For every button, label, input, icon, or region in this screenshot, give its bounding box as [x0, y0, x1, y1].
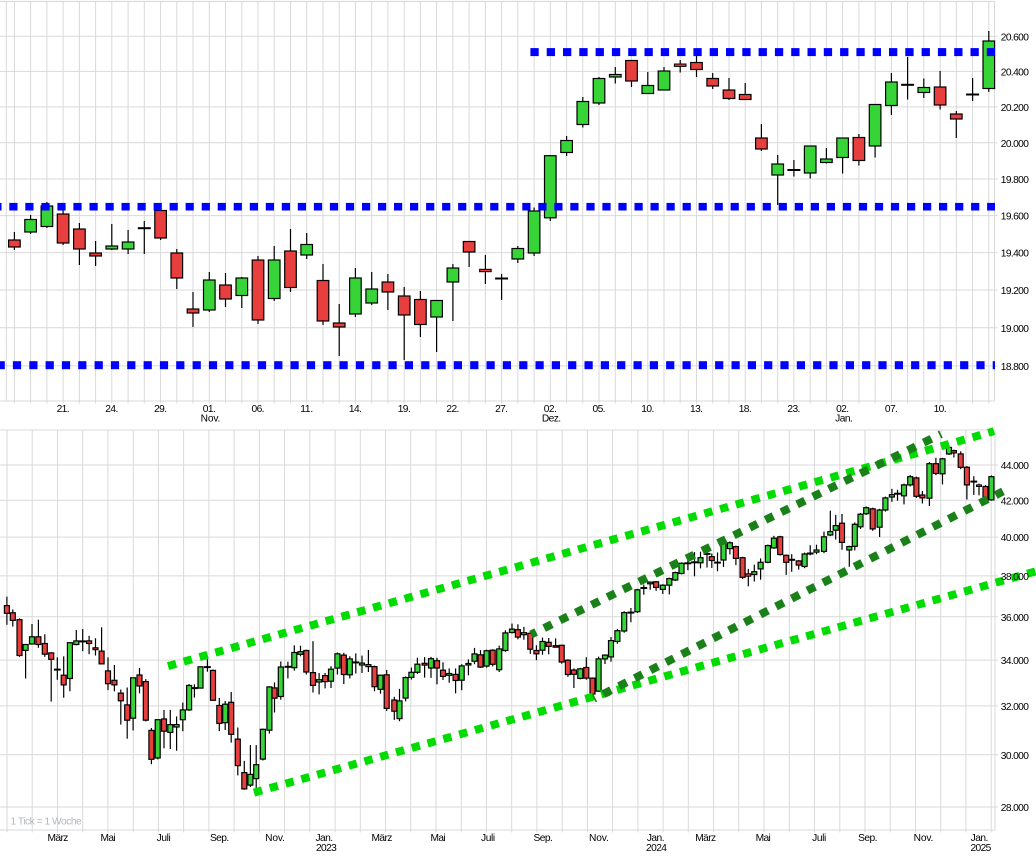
svg-text:38.000: 38.000: [1001, 572, 1029, 583]
svg-text:27.: 27.: [495, 404, 508, 415]
svg-text:13.: 13.: [690, 404, 703, 415]
svg-text:Nov.: Nov.: [201, 413, 221, 424]
svg-text:34.000: 34.000: [1001, 656, 1029, 667]
svg-text:29.: 29.: [154, 404, 167, 415]
svg-text:22.: 22.: [446, 404, 459, 415]
svg-text:24.: 24.: [105, 404, 118, 415]
svg-text:2023: 2023: [316, 843, 337, 854]
svg-text:20.200: 20.200: [1001, 103, 1029, 114]
svg-text:19.600: 19.600: [1001, 212, 1029, 223]
svg-text:Nov.: Nov.: [914, 833, 934, 844]
svg-text:18.: 18.: [739, 404, 752, 415]
svg-text:Jan.: Jan.: [315, 833, 333, 844]
svg-text:Nov.: Nov.: [589, 833, 609, 844]
svg-text:19.800: 19.800: [1001, 175, 1029, 186]
svg-text:Dez.: Dez.: [542, 413, 561, 424]
svg-text:März: März: [371, 833, 392, 844]
svg-text:2024: 2024: [646, 843, 667, 854]
svg-text:21.: 21.: [57, 404, 70, 415]
svg-text:Jan.: Jan.: [647, 833, 665, 844]
svg-text:Mai: Mai: [431, 833, 446, 844]
svg-text:Sep.: Sep.: [210, 833, 229, 844]
svg-text:Juli: Juli: [481, 833, 495, 844]
svg-text:06.: 06.: [252, 404, 265, 415]
svg-text:März: März: [695, 833, 716, 844]
svg-text:Jan.: Jan.: [835, 413, 853, 424]
svg-text:2025: 2025: [970, 843, 991, 854]
svg-text:32.000: 32.000: [1001, 702, 1029, 713]
svg-text:Nov.: Nov.: [265, 833, 285, 844]
svg-text:01.: 01.: [203, 404, 216, 415]
svg-text:Sep.: Sep.: [858, 833, 877, 844]
svg-text:07.: 07.: [885, 404, 898, 415]
svg-text:19.400: 19.400: [1001, 249, 1029, 260]
svg-text:23.: 23.: [787, 404, 800, 415]
svg-text:02.: 02.: [836, 404, 849, 415]
svg-text:05.: 05.: [593, 404, 606, 415]
svg-text:Mai: Mai: [101, 833, 116, 844]
svg-text:44.000: 44.000: [1001, 461, 1029, 472]
svg-text:20.000: 20.000: [1001, 139, 1029, 150]
svg-text:18.800: 18.800: [1001, 362, 1029, 373]
svg-text:Jan.: Jan.: [971, 833, 989, 844]
svg-text:19.: 19.: [398, 404, 411, 415]
svg-text:30.000: 30.000: [1001, 751, 1029, 762]
svg-text:20.600: 20.600: [1001, 32, 1029, 43]
svg-text:02.: 02.: [544, 404, 557, 415]
svg-text:11.: 11.: [300, 404, 313, 415]
svg-text:Sep.: Sep.: [534, 833, 553, 844]
svg-text:42.000: 42.000: [1001, 496, 1029, 507]
svg-text:28.000: 28.000: [1001, 803, 1029, 814]
svg-text:10.: 10.: [641, 404, 654, 415]
svg-text:März: März: [47, 833, 68, 844]
svg-text:10.: 10.: [934, 404, 947, 415]
svg-text:14.: 14.: [349, 404, 362, 415]
svg-text:Mai: Mai: [756, 833, 771, 844]
svg-text:Juli: Juli: [157, 833, 171, 844]
svg-text:19.200: 19.200: [1001, 286, 1029, 297]
svg-text:1 Tick = 1 Woche: 1 Tick = 1 Woche: [11, 816, 83, 827]
svg-text:20.400: 20.400: [1001, 68, 1029, 79]
svg-text:Juli: Juli: [812, 833, 826, 844]
svg-text:19.000: 19.000: [1001, 324, 1029, 335]
svg-text:40.000: 40.000: [1001, 533, 1029, 544]
svg-text:36.000: 36.000: [1001, 613, 1029, 624]
